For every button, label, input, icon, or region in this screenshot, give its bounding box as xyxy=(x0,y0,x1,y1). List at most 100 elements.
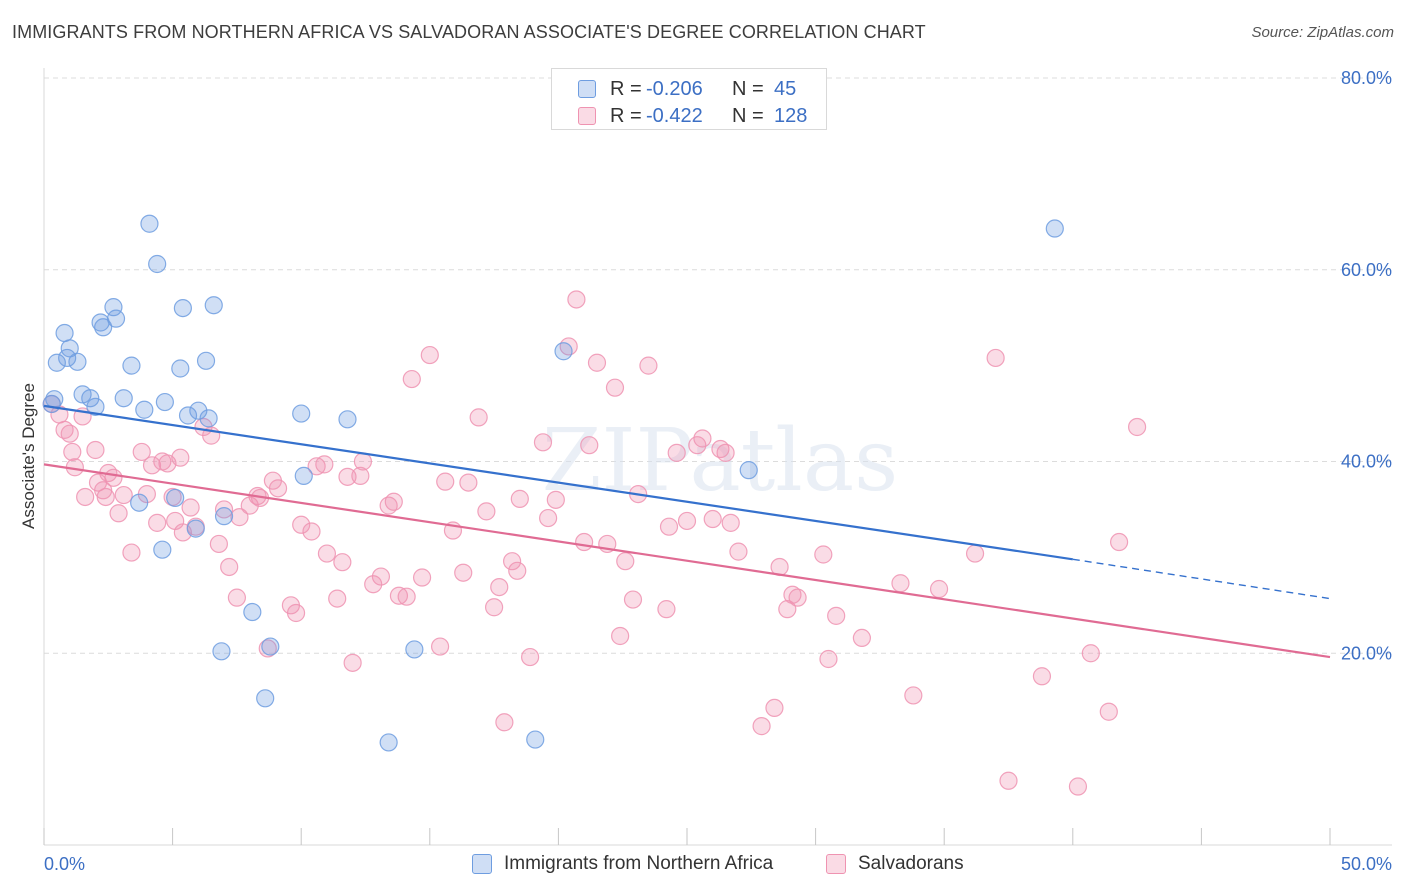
data-point xyxy=(371,567,391,586)
data-point xyxy=(605,378,625,397)
data-point xyxy=(693,429,712,448)
data-point xyxy=(135,400,154,419)
data-point xyxy=(412,568,432,587)
data-point xyxy=(819,649,838,669)
x-tick-label: 50.0% xyxy=(1341,854,1392,874)
legend-label: Salvadorans xyxy=(858,853,964,874)
data-point xyxy=(55,323,74,343)
data-point xyxy=(338,467,357,486)
data-point xyxy=(114,485,133,505)
data-point xyxy=(68,352,87,371)
r-label: R = xyxy=(610,78,642,100)
trend-line-salvadorans xyxy=(43,463,1331,659)
data-point xyxy=(212,642,231,661)
y-tick-label: 60.0% xyxy=(1341,260,1392,280)
data-point xyxy=(677,511,697,531)
data-point xyxy=(929,579,949,599)
data-point xyxy=(1045,219,1064,238)
data-point xyxy=(554,342,573,361)
data-point xyxy=(294,466,313,485)
data-point xyxy=(765,698,784,717)
data-point xyxy=(904,686,923,705)
data-point xyxy=(999,771,1018,790)
data-point xyxy=(94,318,113,337)
data-point xyxy=(827,606,846,625)
x-tick-label: 0.0% xyxy=(44,854,85,874)
data-point xyxy=(204,296,223,315)
data-point xyxy=(132,442,151,462)
data-point xyxy=(739,461,758,480)
data-point xyxy=(788,588,807,607)
data-point xyxy=(261,637,280,656)
data-point xyxy=(86,397,105,416)
data-point xyxy=(575,532,594,552)
data-point xyxy=(317,544,337,563)
data-point xyxy=(716,443,735,462)
data-point xyxy=(667,443,686,462)
data-point xyxy=(485,598,504,617)
data-point xyxy=(153,540,172,559)
data-point xyxy=(189,401,208,420)
data-point xyxy=(214,507,234,526)
data-point xyxy=(752,717,771,736)
data-point xyxy=(397,587,416,606)
legend-swatch-blue xyxy=(472,854,492,874)
data-point xyxy=(503,552,522,571)
y-tick-label: 80.0% xyxy=(1341,68,1392,88)
data-point xyxy=(1127,417,1147,437)
data-point xyxy=(122,543,141,562)
data-point xyxy=(333,553,352,572)
data-point xyxy=(109,504,128,523)
data-point xyxy=(402,369,421,389)
data-point xyxy=(389,586,409,605)
y-tick-labels: 20.0% 40.0% 60.0% 80.0% xyxy=(1341,68,1392,663)
data-point xyxy=(521,647,540,667)
data-point xyxy=(539,508,558,528)
data-point xyxy=(286,603,306,623)
series-salvadorans xyxy=(42,290,1147,796)
data-point xyxy=(639,356,658,375)
data-point xyxy=(199,409,218,428)
data-point xyxy=(1099,702,1118,721)
series-immigrants-from-northern-africa xyxy=(42,214,1064,752)
data-point xyxy=(155,392,174,412)
data-point xyxy=(477,502,496,521)
r-value: -0.422 xyxy=(646,105,703,127)
data-point xyxy=(140,214,159,233)
data-point xyxy=(580,436,599,455)
data-point xyxy=(965,544,985,563)
data-point xyxy=(587,353,607,372)
data-point xyxy=(623,590,643,609)
data-point xyxy=(986,348,1005,368)
data-point xyxy=(86,440,105,460)
data-point xyxy=(343,653,362,672)
data-point xyxy=(490,577,509,597)
legend-row-salvadorans: R = -0.422 N = 128 xyxy=(552,102,826,128)
data-point xyxy=(420,345,439,365)
data-point xyxy=(60,424,79,443)
data-point xyxy=(351,466,370,485)
data-point xyxy=(258,639,277,658)
chart-title: IMMIGRANTS FROM NORTHERN AFRICA VS SALVA… xyxy=(12,22,926,42)
legend-row-immigrants: R = -0.206 N = 45 xyxy=(552,75,826,101)
data-point xyxy=(1081,644,1100,663)
data-point xyxy=(469,408,488,427)
data-point xyxy=(721,513,740,532)
data-point xyxy=(783,585,802,604)
data-point xyxy=(1068,777,1088,796)
data-point xyxy=(114,389,133,408)
data-point xyxy=(891,574,910,593)
data-point xyxy=(243,602,262,622)
y-tick-label: 40.0% xyxy=(1341,452,1392,472)
data-point xyxy=(353,452,373,471)
y-tick-label: 20.0% xyxy=(1341,643,1392,663)
data-point xyxy=(659,517,679,536)
data-point xyxy=(173,299,192,318)
data-point xyxy=(546,490,565,509)
data-point xyxy=(292,404,311,423)
data-point xyxy=(1109,532,1129,552)
data-point xyxy=(405,640,424,659)
data-point xyxy=(214,500,234,519)
watermark: ZIPatlas xyxy=(542,411,898,511)
